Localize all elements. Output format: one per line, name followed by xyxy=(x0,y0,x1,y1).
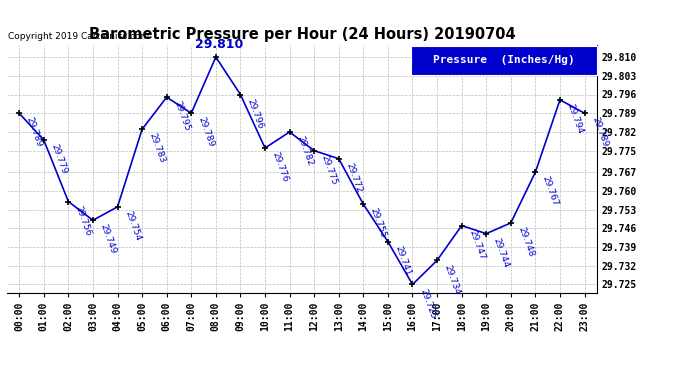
Text: 29.783: 29.783 xyxy=(148,132,167,165)
Text: Copyright 2019 Cartronics.com: Copyright 2019 Cartronics.com xyxy=(8,32,150,41)
Text: 29.782: 29.782 xyxy=(295,135,315,167)
Text: 29.725: 29.725 xyxy=(418,287,437,320)
Text: 29.755: 29.755 xyxy=(369,207,388,240)
Text: 29.794: 29.794 xyxy=(566,103,584,135)
Text: 29.748: 29.748 xyxy=(516,226,535,258)
Text: 29.779: 29.779 xyxy=(49,143,68,176)
Text: 29.744: 29.744 xyxy=(492,236,511,269)
Text: 29.756: 29.756 xyxy=(74,204,93,237)
Text: 29.767: 29.767 xyxy=(541,175,560,207)
Text: 29.749: 29.749 xyxy=(99,223,118,256)
Text: 29.747: 29.747 xyxy=(467,228,486,261)
Text: 29.772: 29.772 xyxy=(344,162,364,194)
Text: 29.775: 29.775 xyxy=(319,153,339,186)
Text: 29.734: 29.734 xyxy=(442,263,462,296)
Text: 29.789: 29.789 xyxy=(197,116,216,148)
Text: 29.754: 29.754 xyxy=(123,210,142,242)
Title: Barometric Pressure per Hour (24 Hours) 20190704: Barometric Pressure per Hour (24 Hours) … xyxy=(88,27,515,42)
Text: 29.741: 29.741 xyxy=(393,244,413,277)
Text: 29.795: 29.795 xyxy=(172,100,191,133)
Text: 29.789: 29.789 xyxy=(25,116,44,148)
Text: 29.789: 29.789 xyxy=(590,116,609,148)
Text: 29.776: 29.776 xyxy=(270,151,290,183)
Text: 29.810: 29.810 xyxy=(195,39,244,51)
Text: 29.796: 29.796 xyxy=(246,97,265,130)
